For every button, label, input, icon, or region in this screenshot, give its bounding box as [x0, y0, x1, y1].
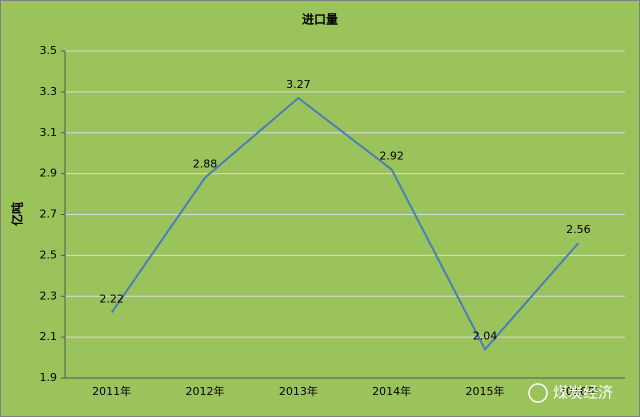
- y-tick-label: 2.7: [40, 208, 58, 221]
- y-tick-label: 3.3: [40, 85, 58, 98]
- y-tick-label: 2.1: [40, 330, 58, 343]
- y-tick-label: 3.1: [40, 126, 58, 139]
- x-tick-label: 2012年: [186, 384, 225, 398]
- data-line: [110, 96, 580, 352]
- data-label: 2.56: [566, 223, 591, 236]
- y-tick-label: 2.9: [40, 167, 58, 180]
- y-tick-label: 2.3: [40, 289, 58, 302]
- chart-title: 进口量: [302, 12, 338, 27]
- watermark: 煤炭经济: [528, 383, 613, 403]
- y-tick-label: 1.9: [40, 371, 58, 384]
- x-tick-label: 2016年: [559, 384, 598, 398]
- data-label: 2.04: [473, 329, 498, 342]
- watermark-text: 煤炭经济: [553, 384, 613, 402]
- x-tick-label: 2015年: [466, 384, 505, 398]
- y-axis-label: 亿吨: [10, 202, 25, 226]
- x-tick-label: 2014年: [372, 384, 411, 398]
- data-label: 2.88: [193, 158, 218, 171]
- y-tick-label: 2.5: [40, 248, 58, 261]
- x-tick-label: 2011年: [92, 384, 131, 398]
- data-label: 2.22: [99, 293, 124, 306]
- x-tick-label: 2013年: [279, 384, 318, 398]
- watermark-icon: [528, 383, 548, 403]
- data-label: 3.27: [286, 78, 311, 91]
- data-label: 2.92: [379, 150, 404, 163]
- y-tick-label: 3.5: [40, 44, 58, 57]
